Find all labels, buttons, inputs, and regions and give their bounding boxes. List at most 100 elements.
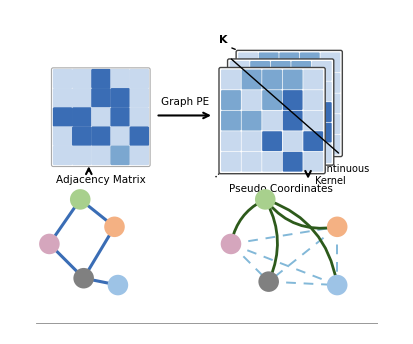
FancyBboxPatch shape (320, 135, 339, 154)
FancyBboxPatch shape (261, 90, 281, 110)
FancyBboxPatch shape (129, 69, 149, 88)
FancyBboxPatch shape (291, 61, 311, 81)
Text: Adjacency Matrix: Adjacency Matrix (56, 175, 145, 185)
FancyBboxPatch shape (299, 52, 319, 72)
FancyBboxPatch shape (91, 88, 110, 108)
FancyBboxPatch shape (110, 88, 130, 108)
FancyBboxPatch shape (303, 69, 323, 89)
Circle shape (258, 271, 278, 292)
FancyBboxPatch shape (249, 82, 269, 101)
FancyBboxPatch shape (91, 146, 110, 165)
FancyBboxPatch shape (237, 52, 257, 72)
FancyBboxPatch shape (311, 143, 331, 163)
FancyBboxPatch shape (279, 73, 299, 93)
FancyBboxPatch shape (221, 152, 240, 172)
FancyBboxPatch shape (237, 73, 257, 93)
FancyBboxPatch shape (258, 135, 278, 154)
FancyBboxPatch shape (229, 82, 249, 101)
FancyBboxPatch shape (291, 82, 311, 101)
FancyBboxPatch shape (249, 61, 269, 81)
Text: K: K (218, 35, 227, 45)
Circle shape (107, 275, 128, 295)
FancyBboxPatch shape (311, 61, 331, 81)
FancyBboxPatch shape (221, 69, 240, 89)
FancyBboxPatch shape (91, 107, 110, 127)
FancyBboxPatch shape (261, 131, 281, 151)
FancyBboxPatch shape (258, 94, 278, 114)
FancyBboxPatch shape (249, 102, 269, 122)
Circle shape (254, 189, 275, 210)
Circle shape (70, 189, 90, 210)
FancyBboxPatch shape (237, 114, 257, 134)
FancyBboxPatch shape (299, 73, 319, 93)
FancyBboxPatch shape (241, 69, 261, 89)
FancyArrowPatch shape (267, 203, 277, 279)
FancyBboxPatch shape (258, 52, 278, 72)
FancyBboxPatch shape (261, 69, 281, 89)
FancyBboxPatch shape (279, 52, 299, 72)
FancyBboxPatch shape (227, 59, 333, 165)
FancyBboxPatch shape (91, 127, 110, 146)
FancyBboxPatch shape (53, 127, 72, 146)
FancyBboxPatch shape (235, 50, 342, 157)
FancyBboxPatch shape (270, 102, 290, 122)
FancyBboxPatch shape (291, 123, 311, 142)
FancyBboxPatch shape (129, 88, 149, 108)
FancyBboxPatch shape (282, 111, 302, 130)
FancyBboxPatch shape (279, 94, 299, 114)
FancyBboxPatch shape (270, 123, 290, 142)
Circle shape (326, 216, 347, 237)
FancyBboxPatch shape (320, 94, 339, 114)
FancyBboxPatch shape (291, 102, 311, 122)
FancyBboxPatch shape (291, 143, 311, 163)
Text: Pseudo Coordinates: Pseudo Coordinates (228, 184, 332, 194)
Circle shape (326, 275, 347, 295)
FancyBboxPatch shape (229, 123, 249, 142)
FancyArrowPatch shape (231, 201, 261, 241)
FancyBboxPatch shape (53, 88, 72, 108)
FancyBboxPatch shape (237, 94, 257, 114)
FancyBboxPatch shape (53, 146, 72, 165)
FancyBboxPatch shape (303, 152, 323, 172)
FancyBboxPatch shape (282, 90, 302, 110)
FancyBboxPatch shape (258, 114, 278, 134)
FancyBboxPatch shape (241, 90, 261, 110)
FancyBboxPatch shape (249, 123, 269, 142)
FancyBboxPatch shape (320, 114, 339, 134)
Circle shape (104, 216, 124, 237)
Text: Continuous
Kernel: Continuous Kernel (314, 163, 369, 186)
FancyBboxPatch shape (221, 131, 240, 151)
FancyBboxPatch shape (72, 88, 91, 108)
FancyBboxPatch shape (311, 102, 331, 122)
FancyBboxPatch shape (279, 135, 299, 154)
FancyBboxPatch shape (299, 114, 319, 134)
FancyBboxPatch shape (270, 82, 290, 101)
FancyBboxPatch shape (218, 67, 325, 174)
FancyBboxPatch shape (229, 102, 249, 122)
FancyBboxPatch shape (110, 146, 130, 165)
FancyBboxPatch shape (110, 69, 130, 88)
FancyBboxPatch shape (110, 107, 130, 127)
FancyBboxPatch shape (282, 131, 302, 151)
FancyBboxPatch shape (311, 82, 331, 101)
FancyBboxPatch shape (282, 69, 302, 89)
FancyBboxPatch shape (110, 127, 130, 146)
FancyBboxPatch shape (129, 127, 149, 146)
FancyBboxPatch shape (72, 127, 91, 146)
FancyBboxPatch shape (303, 90, 323, 110)
FancyArrowPatch shape (269, 201, 336, 282)
FancyBboxPatch shape (303, 131, 323, 151)
Circle shape (73, 268, 94, 289)
FancyArrowPatch shape (267, 203, 334, 228)
FancyBboxPatch shape (91, 69, 110, 88)
FancyBboxPatch shape (282, 152, 302, 172)
FancyBboxPatch shape (221, 90, 240, 110)
Circle shape (39, 234, 59, 254)
FancyBboxPatch shape (72, 69, 91, 88)
FancyBboxPatch shape (320, 73, 339, 93)
FancyBboxPatch shape (241, 131, 261, 151)
FancyBboxPatch shape (270, 143, 290, 163)
FancyBboxPatch shape (129, 107, 149, 127)
FancyBboxPatch shape (311, 123, 331, 142)
FancyBboxPatch shape (279, 114, 299, 134)
